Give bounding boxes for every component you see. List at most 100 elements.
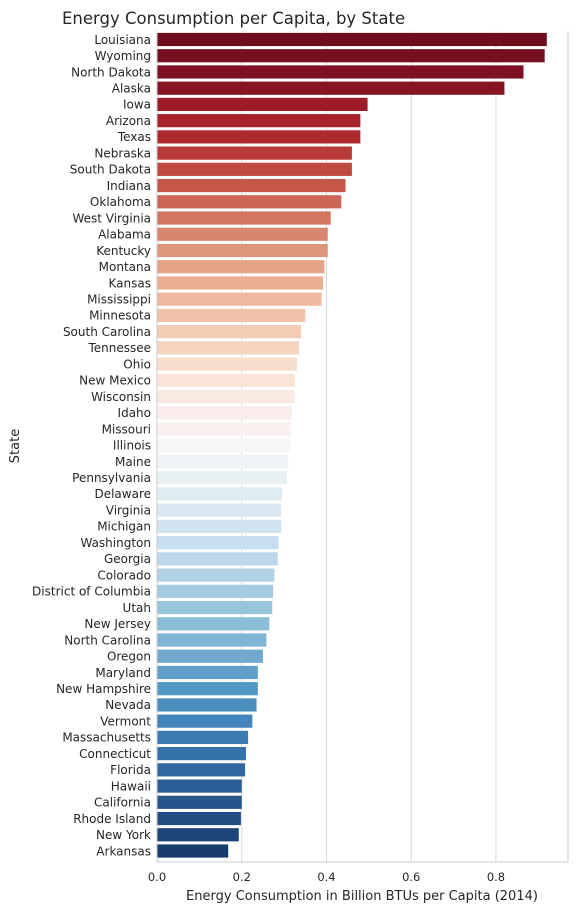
x-tick-label: 0.2	[233, 870, 251, 884]
state-label: Montana	[99, 260, 151, 274]
state-label: Oregon	[107, 650, 151, 664]
state-label: Delaware	[94, 487, 151, 501]
state-label: New Hampshire	[56, 682, 151, 696]
bar	[157, 811, 241, 826]
state-label: Washington	[80, 536, 151, 550]
state-label: Colorado	[97, 568, 151, 582]
bar	[157, 454, 289, 469]
x-tick-label: 0.4	[317, 870, 335, 884]
state-label: Utah	[123, 601, 151, 615]
bar	[157, 178, 346, 193]
bar	[157, 243, 328, 258]
bar	[157, 32, 547, 47]
bar	[157, 130, 361, 144]
bar	[157, 617, 270, 631]
bar	[157, 114, 361, 128]
state-label: Tennessee	[87, 341, 151, 355]
state-label: Georgia	[104, 552, 151, 566]
bar	[157, 422, 291, 436]
x-tick-label: 0.8	[487, 870, 505, 884]
state-label: North Dakota	[71, 65, 151, 79]
bar	[157, 747, 246, 761]
state-label: Wisconsin	[91, 390, 151, 404]
bar	[157, 649, 263, 663]
bar	[157, 162, 352, 176]
state-label: South Carolina	[63, 325, 151, 339]
state-label: Vermont	[100, 714, 151, 728]
state-label: Indiana	[107, 179, 151, 193]
bar	[157, 211, 331, 225]
state-label: Wyoming	[95, 49, 151, 63]
state-label: Maryland	[95, 666, 151, 680]
state-label: Nevada	[105, 698, 151, 712]
bar	[157, 552, 278, 566]
state-label: Hawaii	[111, 779, 151, 793]
bar	[157, 389, 295, 404]
state-label: New Jersey	[84, 617, 151, 631]
bar	[157, 81, 505, 95]
state-label: Florida	[110, 763, 151, 777]
x-axis-label: Energy Consumption in Billion BTUs per C…	[186, 889, 538, 904]
state-label: Illinois	[113, 439, 151, 453]
state-label: Nebraska	[94, 146, 151, 160]
bar	[157, 665, 258, 680]
state-label: California	[94, 796, 151, 810]
bar	[157, 49, 545, 63]
bar	[157, 357, 297, 371]
plot-frame	[156, 31, 569, 863]
state-label: Arkansas	[96, 844, 151, 858]
bar	[157, 438, 291, 452]
state-label: Minnesota	[89, 309, 151, 323]
state-label: West Virginia	[72, 211, 151, 225]
x-tick-label: 0.6	[402, 870, 420, 884]
bar	[157, 146, 352, 160]
state-label: Alaska	[112, 81, 151, 95]
state-label: Connecticut	[79, 747, 151, 761]
state-label: Oklahoma	[90, 195, 151, 209]
state-label: Pennsylvania	[72, 471, 151, 485]
state-label: Ohio	[123, 357, 151, 371]
state-label: Texas	[117, 130, 151, 144]
bars	[157, 32, 547, 858]
bar	[157, 487, 282, 501]
bar	[157, 471, 288, 485]
state-label: Idaho	[118, 406, 151, 420]
bar	[157, 503, 282, 517]
state-label: Rhode Island	[73, 812, 151, 826]
bar	[157, 730, 249, 744]
bar	[157, 779, 242, 793]
state-label: South Dakota	[70, 163, 151, 177]
state-label: Kansas	[109, 276, 151, 290]
bar	[157, 633, 267, 647]
state-label: Michigan	[97, 520, 151, 534]
state-label: Mississippi	[87, 292, 151, 306]
bar	[157, 682, 258, 696]
bar	[157, 568, 275, 582]
state-label: Arizona	[106, 114, 151, 128]
state-label: Massachusetts	[62, 731, 151, 745]
bar	[157, 600, 273, 615]
state-label: District of Columbia	[32, 585, 151, 599]
state-label: Louisiana	[94, 33, 151, 47]
state-label: Virginia	[106, 503, 151, 517]
bar	[157, 276, 324, 290]
bar	[157, 536, 279, 550]
state-label: New York	[96, 828, 151, 842]
x-tick-labels: 0.0 0.2 0.4 0.6 0.8	[148, 870, 505, 884]
state-label: Iowa	[123, 98, 151, 112]
bar	[157, 292, 322, 306]
bar	[157, 795, 242, 809]
bar	[157, 195, 342, 209]
state-label: Kentucky	[96, 244, 151, 258]
state-label: Missouri	[102, 422, 151, 436]
state-label: Alabama	[98, 228, 151, 242]
state-labels: Louisiana Wyoming North Dakota Alaska Iowa Ar…	[32, 33, 151, 858]
bar	[157, 260, 325, 274]
bar	[157, 406, 292, 420]
bar	[157, 65, 524, 79]
bar	[157, 373, 295, 387]
bar	[157, 341, 299, 355]
bar	[157, 828, 239, 842]
bar	[157, 698, 257, 712]
